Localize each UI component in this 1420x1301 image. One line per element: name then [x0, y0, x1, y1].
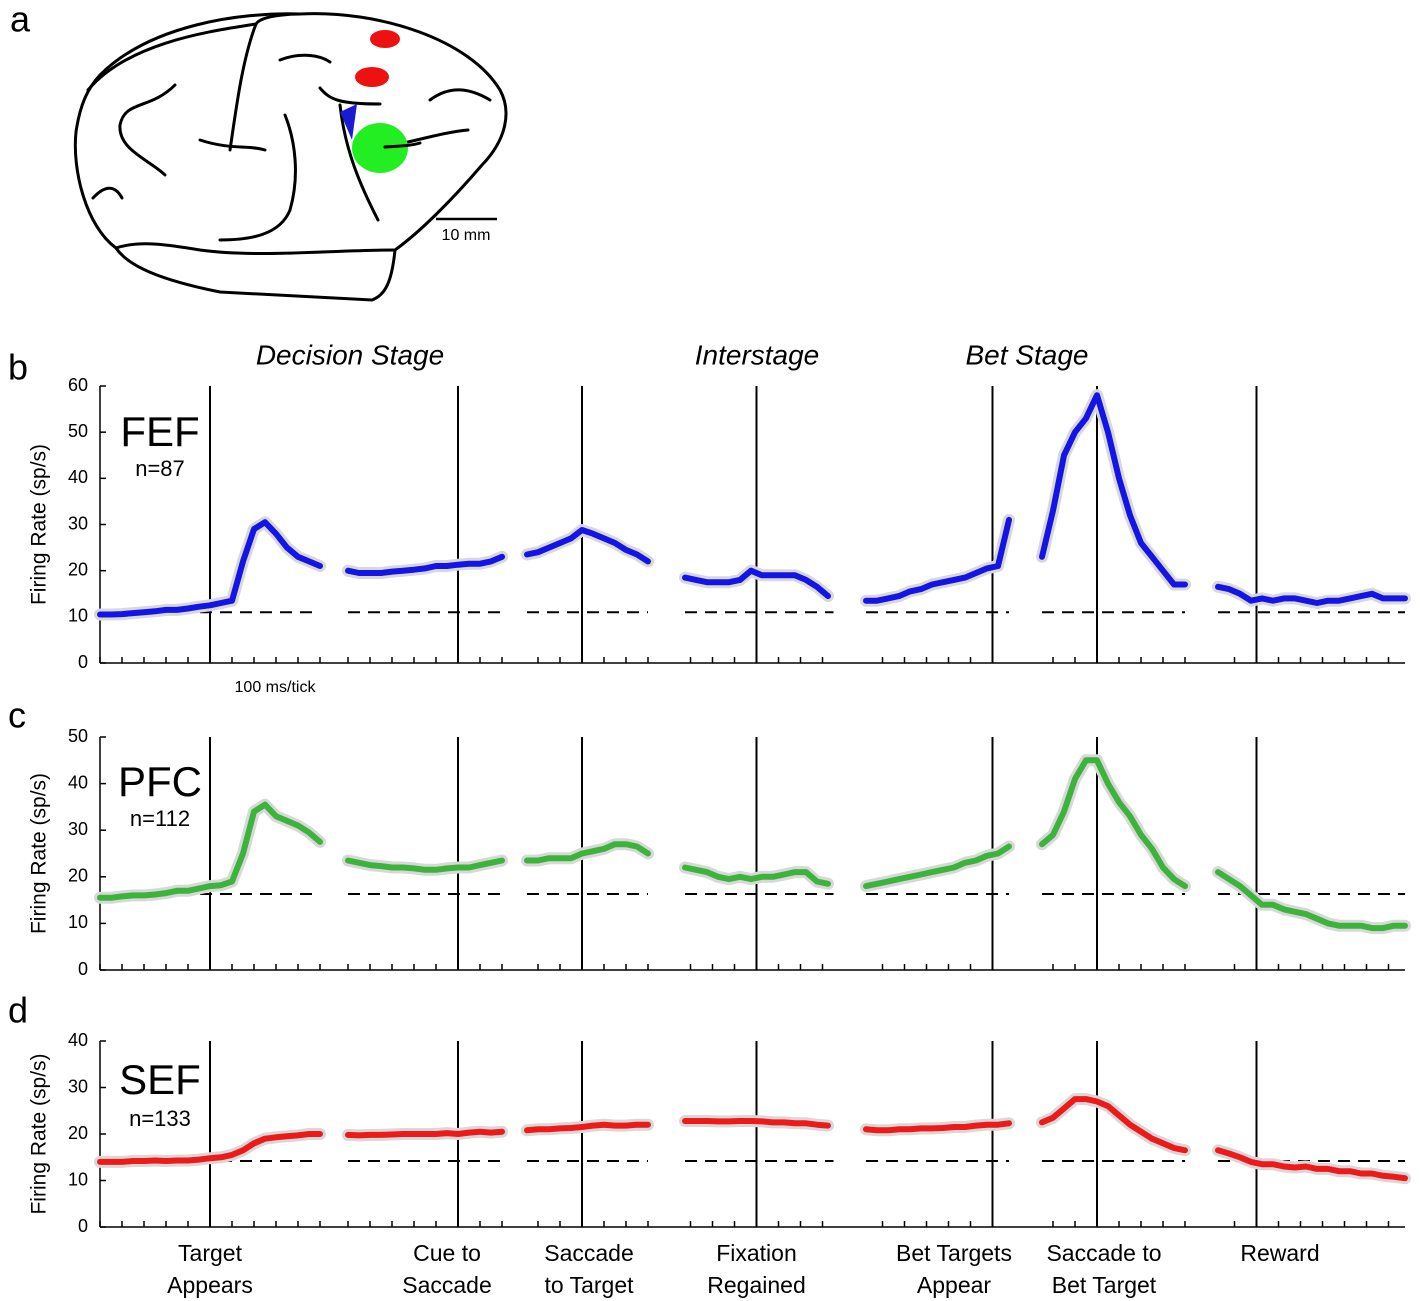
y-axis-label: Firing Rate (sp/s): [28, 1053, 51, 1214]
error-band: [1042, 395, 1185, 584]
area-label: FEF: [120, 408, 199, 455]
y-tick-label: 50: [68, 726, 88, 746]
y-tick-label: 0: [78, 959, 88, 979]
n-label: n=87: [135, 456, 185, 481]
y-tick-label: 40: [68, 467, 88, 487]
event-label: Bet Targets: [896, 1240, 1012, 1266]
y-axis-label: Firing Rate (sp/s): [28, 773, 51, 934]
area-label: SEF: [119, 1056, 201, 1103]
event-label: Reward: [1240, 1240, 1319, 1266]
y-tick-label: 10: [68, 606, 88, 626]
event-label: Fixation: [716, 1240, 797, 1266]
y-tick-label: 30: [68, 513, 88, 533]
panel-label: a: [10, 0, 31, 40]
y-tick-label: 60: [68, 375, 88, 395]
event-label: Cue to: [413, 1240, 481, 1266]
event-label: Saccade to: [1046, 1240, 1161, 1266]
y-tick-label: 30: [68, 1076, 88, 1096]
y-axis-label: Firing Rate (sp/s): [28, 444, 51, 605]
panel-label: d: [8, 990, 28, 1031]
brain-drawing: [75, 14, 506, 300]
event-label: Appear: [917, 1272, 992, 1298]
stage-title: Interstage: [695, 339, 820, 370]
trace: [1042, 395, 1185, 584]
y-tick-label: 40: [68, 772, 88, 792]
scale-label: 10 mm: [442, 227, 491, 244]
y-tick-label: 0: [78, 1216, 88, 1236]
y-tick-label: 20: [68, 559, 88, 579]
stage-title: Bet Stage: [966, 339, 1089, 370]
event-label: Bet Target: [1052, 1272, 1157, 1298]
n-label: n=133: [129, 1106, 191, 1131]
y-tick-label: 10: [68, 1169, 88, 1189]
y-tick-label: 50: [68, 421, 88, 441]
y-tick-label: 10: [68, 912, 88, 932]
error-band: [1218, 872, 1405, 928]
stage-title: Decision Stage: [256, 339, 444, 370]
y-tick-label: 40: [68, 1030, 88, 1050]
event-label: Saccade: [402, 1272, 492, 1298]
error-band: [866, 520, 1009, 601]
y-tick-label: 30: [68, 819, 88, 839]
event-label: Target: [178, 1240, 243, 1266]
event-label: Appears: [167, 1272, 253, 1298]
event-label: to Target: [544, 1272, 634, 1298]
y-tick-label: 0: [78, 652, 88, 672]
y-tick-label: 20: [68, 1123, 88, 1143]
tick-note: 100 ms/tick: [235, 679, 317, 696]
event-label: Saccade: [544, 1240, 634, 1266]
area-label: PFC: [118, 758, 202, 805]
panel-label: c: [8, 695, 26, 736]
figure: a 10 mm Decision Stage Interstage Bet St…: [0, 0, 1420, 1301]
panel-label: b: [8, 347, 28, 388]
y-tick-label: 20: [68, 866, 88, 886]
n-label: n=112: [130, 806, 190, 831]
event-label: Regained: [707, 1272, 805, 1298]
